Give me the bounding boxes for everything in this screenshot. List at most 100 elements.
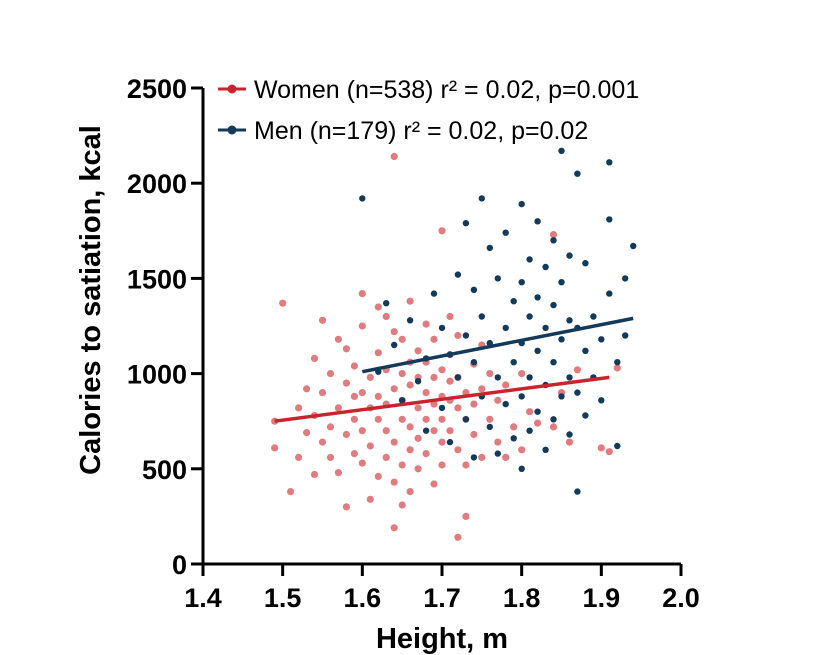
women-point [398,335,406,343]
men-point [582,260,589,267]
women-point [414,434,422,442]
women-point [374,303,382,311]
men-point [406,317,414,324]
women-point [502,453,510,461]
women-point [310,470,319,479]
men-point [574,170,581,177]
women-point [573,366,582,374]
women-point [358,389,366,397]
men-point [454,271,462,278]
y-tick-label: 1000 [127,360,187,390]
men-point [566,252,573,259]
y-tick-label: 1500 [127,264,187,294]
women-point [366,373,374,381]
men-point [446,438,454,446]
men-point [566,317,573,324]
women-point [406,381,414,389]
x-axis-title: Height, m [376,623,508,655]
men-point [502,400,509,408]
men-point [574,389,581,396]
women-point [414,347,422,355]
women-point [398,415,406,423]
men-point [606,159,613,166]
women-point [510,423,518,431]
men-point [614,359,621,366]
x-tick-label: 1.4 [184,583,222,613]
axes-group: 0 500 1000 1500 2000 2500 1.4 1.5 1.6 1.7 1.8 1.9 2.… [75,74,700,655]
women-point [549,423,558,431]
women-point [446,312,454,321]
women-point [366,495,374,503]
men-point [462,416,470,423]
women-point [518,370,526,378]
women-point [342,503,350,511]
women-point [406,423,414,431]
women-point [446,377,454,385]
y-axis-title: Calories to satiation, kcal [75,125,107,475]
women-point [406,446,414,454]
men-point [526,256,533,263]
men-point [502,324,509,332]
women-point [438,415,446,423]
women-point [406,488,414,496]
women-point [350,362,358,370]
women-point [446,427,454,435]
women-point [303,429,311,437]
women-point [534,419,542,427]
women-point [613,364,621,372]
men-point [558,279,565,286]
men-point [526,427,533,434]
women-point [279,299,287,307]
women-point [398,461,406,469]
women-point [342,345,350,353]
women-point [398,370,406,378]
legend: Women (n=538) r² = 0.02, p=0.001 Men (n=1… [218,76,639,145]
women-point [295,404,303,412]
men-point [614,442,621,450]
men-point [438,324,446,332]
men-point [494,374,501,381]
women-point [597,444,605,452]
women-point [358,322,366,330]
x-tick-label: 1.7 [423,583,461,613]
women-point [326,370,335,378]
men-point [422,427,430,434]
men-point [606,216,613,223]
women-point [350,392,358,400]
men-point [534,347,541,354]
men-trend-line [361,316,634,374]
men-point [566,431,573,438]
men-legend-label: Men (n=179) r² = 0.02, p=0.02 [254,117,588,145]
men-point [542,446,549,453]
women-point [454,446,462,454]
women-point [295,453,303,461]
men-point [510,435,517,442]
women-point [318,316,327,324]
women-legend-label: Women (n=538) r² = 0.02, p=0.001 [254,76,639,104]
women-point [438,461,446,469]
women-point [326,423,335,431]
men-point [550,359,557,366]
women-point [318,389,327,397]
men-point [550,416,557,423]
men-point [622,332,629,339]
women-point [342,379,350,387]
women-point [438,366,446,374]
women-point [271,444,279,452]
men-point [510,298,517,305]
women-point [358,459,366,467]
men-point [622,275,629,282]
women-points-group [271,152,621,541]
men-point [478,313,485,320]
women-point [462,461,470,469]
women-point [494,438,502,446]
men-point [486,423,493,431]
men-point [590,313,597,320]
women-point [326,453,335,461]
men-point [494,275,501,282]
men-point [470,286,478,293]
women-point [350,450,358,458]
men-point [582,347,589,354]
men-point [526,313,533,320]
